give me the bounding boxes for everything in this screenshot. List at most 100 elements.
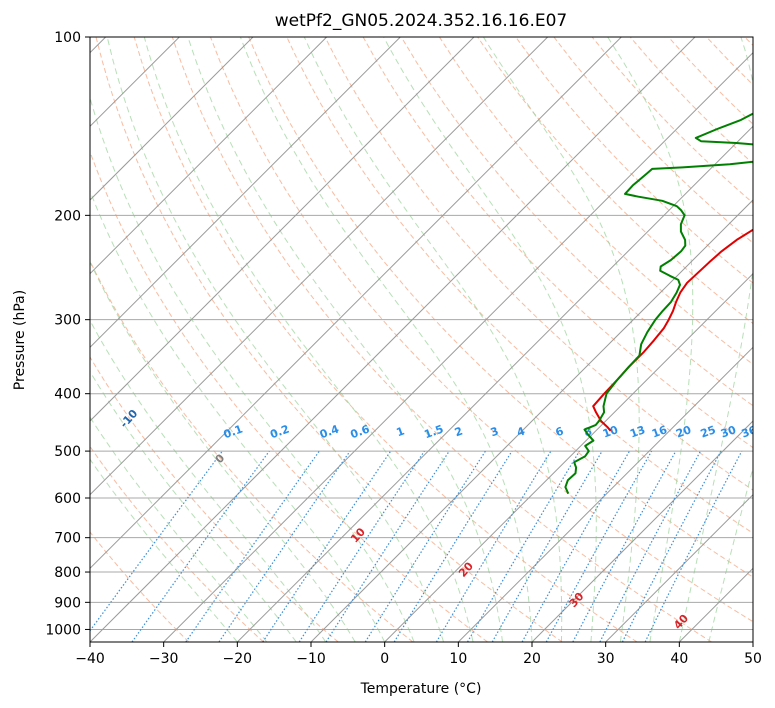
dry-adiabat-label: 20 <box>456 559 476 579</box>
isotherm-line <box>310 199 753 642</box>
dry-adiabat-line <box>95 37 563 642</box>
dry-adiabat-line <box>438 37 753 366</box>
dry-adiabat-line <box>90 259 414 642</box>
dry-adiabat-label: 30 <box>567 590 587 610</box>
y-axis-label: Pressure (hPa) <box>12 290 28 390</box>
mixing-ratio-label: 8 <box>582 424 594 439</box>
mixing-ratio-line <box>298 450 425 642</box>
x-tick-label: 30 <box>597 651 615 667</box>
moist-adiabat-line <box>90 189 386 642</box>
x-axis-label: Temperature (°C) <box>360 681 482 697</box>
dry-adiabat-line <box>744 37 753 47</box>
x-tick-label: −10 <box>296 651 326 667</box>
dewpoint-profile-line <box>564 112 753 495</box>
moist-adiabat-line <box>90 370 297 642</box>
moist-adiabat-line <box>383 37 597 642</box>
mixing-ratio-line <box>572 450 677 642</box>
mixing-ratio-line <box>466 450 580 642</box>
y-tick-label: 800 <box>54 565 81 581</box>
isotherm-line <box>605 493 753 642</box>
mixing-ratio-line <box>521 450 631 642</box>
dry-adiabat-line <box>591 37 753 204</box>
mixing-ratio-label: 1.5 <box>423 422 446 441</box>
mixing-ratio-label: 6 <box>554 424 566 439</box>
mixing-ratio-line <box>90 450 223 632</box>
mixing-ratio-label: 25 <box>699 423 718 440</box>
dry-adiabat-line <box>400 37 753 407</box>
mixing-ratio-line <box>599 450 702 642</box>
dry-adiabat-label: -10 <box>117 407 140 431</box>
mixing-ratio-line <box>325 450 450 642</box>
moist-adiabat-line <box>90 416 268 642</box>
mixing-ratio-line <box>435 450 552 642</box>
y-tick-label: 200 <box>54 208 81 224</box>
mixing-ratio-label: 0.6 <box>349 422 372 441</box>
x-tick-label: 20 <box>523 651 541 667</box>
dry-adiabat-line <box>553 37 753 244</box>
mixing-ratio-label: 2 <box>453 424 465 439</box>
mixing-ratio-label: 20 <box>674 423 693 441</box>
mixing-ratio-label: 4 <box>515 424 527 439</box>
dry-adiabat-line <box>90 356 339 642</box>
plot-frame <box>89 36 754 643</box>
plot-area: 0.10.20.40.611.52346810131620253036-100-… <box>90 37 753 642</box>
temperature-profile-line <box>592 228 753 432</box>
mixing-ratio-line <box>644 450 743 642</box>
dry-adiabat-line <box>706 37 753 86</box>
isotherm-line <box>236 125 753 642</box>
moist-adiabats <box>90 37 753 642</box>
isotherm-line <box>457 346 753 642</box>
mixing-ratio-lines <box>90 450 743 642</box>
profile-series <box>564 112 753 495</box>
moist-adiabat-line <box>708 466 753 642</box>
mixing-ratio-label: 10 <box>601 423 620 441</box>
x-tick-label: −30 <box>149 651 179 667</box>
dry-adiabat-line <box>90 445 264 642</box>
moist-adiabat-line <box>90 260 356 642</box>
mixing-ratio-line <box>393 450 513 642</box>
isotherm-line <box>90 37 401 349</box>
mixing-ratio-label: 3 <box>489 424 501 439</box>
x-axis-ticks: −40 −30 −20 −10 0 10 20 30 40 50 <box>75 642 762 667</box>
moist-adiabat-line <box>303 37 563 642</box>
mixing-ratio-label: 30 <box>719 423 738 441</box>
isotherm-line <box>90 37 254 201</box>
mixing-ratio-line <box>545 450 653 642</box>
mixing-ratio-line <box>185 450 320 642</box>
mixing-ratio-line <box>621 450 722 642</box>
moist-adiabat-line <box>106 37 445 642</box>
isotherm-line <box>163 51 753 642</box>
isotherm-line <box>90 37 475 422</box>
x-tick-label: 0 <box>380 651 389 667</box>
isotherm-line <box>90 37 622 570</box>
dry-adiabat-line <box>90 531 190 642</box>
mixing-ratio-label: 0.2 <box>268 422 291 441</box>
mixing-ratio-line <box>262 450 392 642</box>
x-tick-label: 50 <box>744 651 762 667</box>
isotherms <box>90 37 753 642</box>
mixing-ratio-label: 0.1 <box>222 422 245 441</box>
dry-adiabat-line <box>90 150 488 642</box>
y-tick-label: 300 <box>54 313 81 329</box>
mixing-ratio-label: 1 <box>395 424 407 439</box>
dry-adiabat-line <box>362 37 753 449</box>
moist-adiabat-line <box>482 37 640 642</box>
dry-adiabat-line <box>515 37 753 284</box>
mixing-ratio-label: 13 <box>628 423 647 440</box>
dry-adiabat-line <box>248 37 753 578</box>
x-tick-label: 40 <box>670 651 688 667</box>
y-tick-label: 1000 <box>45 622 81 638</box>
moist-adiabat-line <box>678 37 753 642</box>
x-tick-label: −40 <box>75 651 105 667</box>
reference-labels: 0.10.20.40.611.52346810131620253036-100-… <box>117 407 753 632</box>
dry-adiabat-line <box>133 37 638 642</box>
y-tick-label: 900 <box>54 595 81 611</box>
isotherm-line <box>384 272 753 642</box>
moist-adiabat-line <box>239 37 533 642</box>
x-tick-label: 10 <box>449 651 467 667</box>
isotherm-line <box>90 37 549 496</box>
moist-adiabat-line <box>90 319 327 642</box>
isotherm-line <box>531 420 753 642</box>
isotherm-line <box>90 37 328 275</box>
